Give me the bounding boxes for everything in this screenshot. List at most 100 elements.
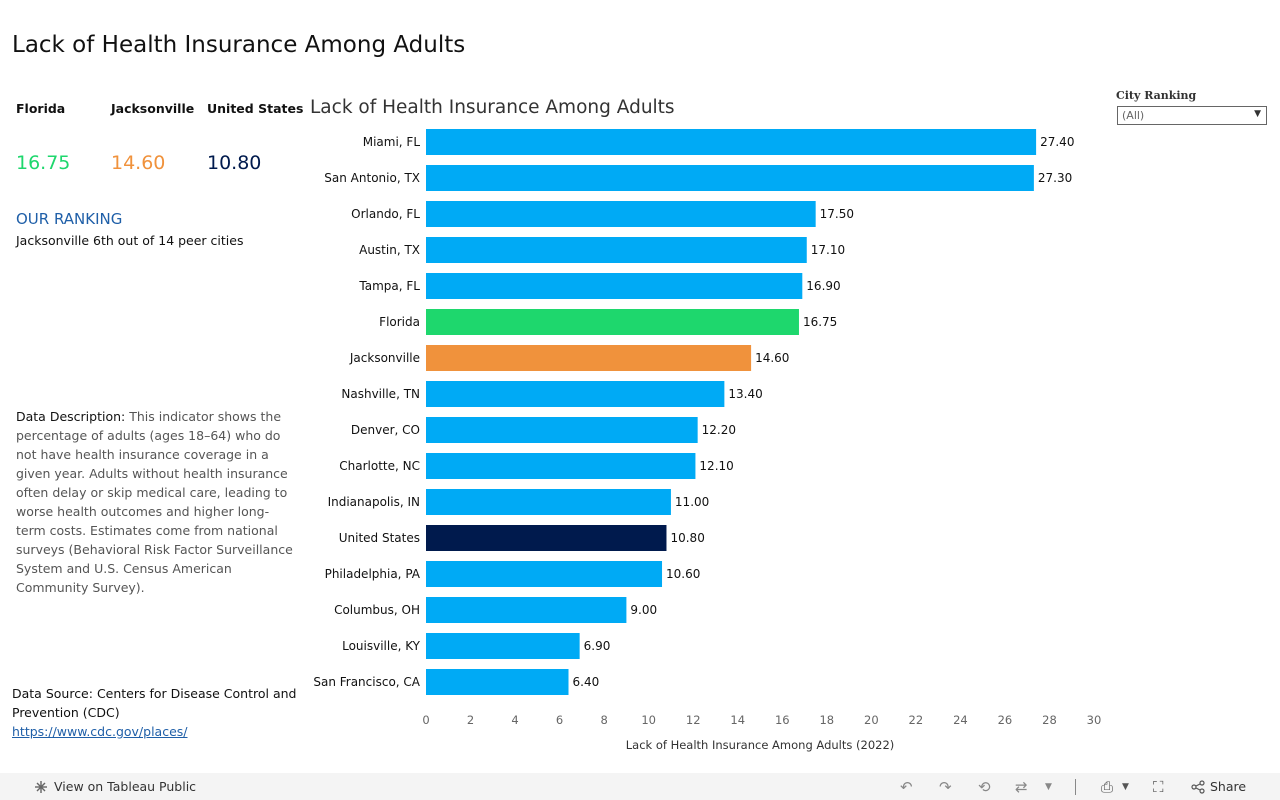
x-tick-label: 18 <box>819 713 834 727</box>
category-label: Philadelphia, PA <box>325 567 421 581</box>
share-button[interactable]: Share <box>1191 779 1246 794</box>
category-label: Charlotte, NC <box>339 459 420 473</box>
category-label: United States <box>339 531 420 545</box>
refresh-chevron-down-icon[interactable]: ▼ <box>1045 782 1052 792</box>
category-label: Tampa, FL <box>358 279 420 293</box>
category-label: San Antonio, TX <box>324 171 420 185</box>
bar[interactable] <box>426 597 627 623</box>
fullscreen-icon[interactable]: ⛶ <box>1153 778 1164 796</box>
category-label: Orlando, FL <box>351 207 420 221</box>
bar[interactable] <box>426 633 580 659</box>
kpi-united-states-label: United States <box>207 101 304 116</box>
tableau-logo-icon <box>35 780 47 793</box>
data-source-link[interactable]: https://www.cdc.gov/places/ <box>12 724 188 739</box>
value-label: 17.50 <box>820 207 854 221</box>
download-icon[interactable]: ⎙ <box>1101 778 1114 796</box>
x-tick-label: 22 <box>909 713 924 727</box>
revert-icon[interactable]: ⟲ <box>978 778 991 796</box>
data-description-body: This indicator shows the percentage of a… <box>16 409 293 595</box>
city-ranking-filter-select[interactable]: (All) ▼ <box>1117 106 1267 125</box>
city-ranking-filter-label: City Ranking <box>1116 89 1197 102</box>
kpi-jacksonville-label: Jacksonville <box>111 101 195 116</box>
value-label: 6.90 <box>584 639 611 653</box>
chart-title: Lack of Health Insurance Among Adults <box>310 97 675 118</box>
category-label: San Francisco, CA <box>313 675 420 689</box>
value-label: 17.10 <box>811 243 845 257</box>
x-tick-label: 0 <box>422 713 429 727</box>
redo-icon[interactable]: ↷ <box>939 778 952 796</box>
x-tick-label: 6 <box>556 713 563 727</box>
bar[interactable] <box>426 417 698 443</box>
bar[interactable] <box>426 381 725 407</box>
footer-toolbar: View on Tableau Public ↶ ↷ ⟲ ⇄ ▼ ⎙ ▼ ⛶ S… <box>0 773 1280 800</box>
share-label: Share <box>1210 779 1247 794</box>
category-label: Denver, CO <box>351 423 420 437</box>
ranking-text: Jacksonville 6th out of 14 peer cities <box>16 233 244 248</box>
footer-divider <box>1075 779 1076 795</box>
x-tick-label: 2 <box>467 713 474 727</box>
city-ranking-filter-value: (All) <box>1122 109 1145 122</box>
value-label: 9.00 <box>630 603 657 617</box>
kpi-florida-label: Florida <box>16 101 66 116</box>
x-tick-label: 8 <box>600 713 607 727</box>
value-label: 27.40 <box>1040 135 1074 149</box>
x-tick-label: 12 <box>686 713 701 727</box>
category-label: Indianapolis, IN <box>328 495 420 509</box>
category-label: Columbus, OH <box>334 603 420 617</box>
category-label: Jacksonville <box>349 351 420 365</box>
bar[interactable] <box>426 525 667 551</box>
x-tick-label: 16 <box>775 713 790 727</box>
data-source: Data Source: Centers for Disease Control… <box>12 684 302 741</box>
data-description-lead: Data Description: <box>16 409 126 424</box>
bar[interactable] <box>426 129 1037 155</box>
category-label: Louisville, KY <box>342 639 421 653</box>
bar[interactable] <box>426 453 696 479</box>
data-description: Data Description: This indicator shows t… <box>16 407 298 597</box>
x-tick-label: 14 <box>730 713 745 727</box>
value-label: 10.60 <box>666 567 700 581</box>
bar[interactable] <box>426 669 569 695</box>
category-label: Austin, TX <box>359 243 420 257</box>
view-on-tableau-public-link[interactable]: View on Tableau Public <box>34 779 196 794</box>
value-label: 16.90 <box>806 279 840 293</box>
bar[interactable] <box>426 201 816 227</box>
bar[interactable] <box>426 345 752 371</box>
x-tick-label: 26 <box>998 713 1013 727</box>
download-chevron-down-icon[interactable]: ▼ <box>1122 782 1129 792</box>
category-label: Nashville, TN <box>341 387 420 401</box>
x-tick-label: 4 <box>511 713 518 727</box>
bar[interactable] <box>426 489 671 515</box>
x-tick-label: 10 <box>641 713 656 727</box>
ranking-title: OUR RANKING <box>16 210 123 228</box>
page-title: Lack of Health Insurance Among Adults <box>12 32 466 58</box>
x-tick-label: 20 <box>864 713 879 727</box>
x-tick-label: 28 <box>1042 713 1057 727</box>
bar[interactable] <box>426 309 799 335</box>
value-label: 14.60 <box>755 351 789 365</box>
bar-chart: Miami, FL 27.40 San Antonio, TX 27.30 Orland… <box>300 125 1110 764</box>
x-tick-label: 24 <box>953 713 968 727</box>
bar[interactable] <box>426 237 807 263</box>
undo-icon[interactable]: ↶ <box>900 778 913 796</box>
value-label: 10.80 <box>670 531 704 545</box>
value-label: 13.40 <box>728 387 762 401</box>
kpi-jacksonville-value: 14.60 <box>111 152 166 174</box>
view-on-tableau-public-label: View on Tableau Public <box>54 779 197 794</box>
data-source-body: Centers for Disease Control and Preventi… <box>12 686 297 720</box>
share-icon <box>1191 779 1205 794</box>
x-tick-label: 30 <box>1087 713 1102 727</box>
category-label: Florida <box>379 315 420 329</box>
value-label: 16.75 <box>803 315 837 329</box>
refresh-icon[interactable]: ⇄ <box>1015 778 1028 796</box>
value-label: 12.20 <box>702 423 736 437</box>
value-label: 27.30 <box>1038 171 1072 185</box>
x-axis-label: Lack of Health Insurance Among Adults (2… <box>626 738 895 752</box>
bar[interactable] <box>426 273 803 299</box>
bar[interactable] <box>426 561 663 587</box>
value-label: 11.00 <box>675 495 709 509</box>
bar-chart-svg: Miami, FL 27.40 San Antonio, TX 27.30 Orland… <box>313 129 1102 752</box>
data-source-lead: Data Source: <box>12 686 93 701</box>
value-label: 6.40 <box>573 675 600 689</box>
kpi-united-states-value: 10.80 <box>207 152 262 174</box>
bar[interactable] <box>426 165 1034 191</box>
